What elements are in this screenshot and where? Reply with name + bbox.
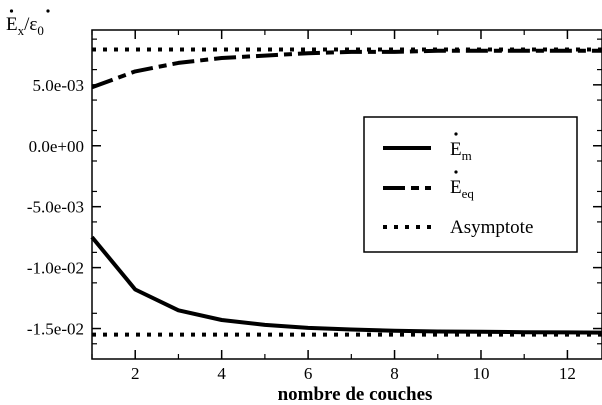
series-line-e-eq (91, 48, 602, 90)
x-axis-title: nombre de couches (278, 384, 433, 405)
y-tick-label: 0.0e+00 (29, 137, 84, 156)
series-line-e-m (90, 235, 602, 335)
x-tick-label: 8 (390, 364, 399, 383)
y-tick-labels: 5.0e-03 0.0e+00 -5.0e-03 -1.0e-02 -1.5e-02 (27, 76, 84, 339)
y-axis-title-main: E (6, 14, 18, 35)
plot-frame (91, 29, 602, 360)
y-tick-label: 5.0e-03 (33, 76, 84, 95)
legend-dot-em (454, 132, 458, 136)
x-tick-label: 10 (472, 364, 489, 383)
y-tick-label: -5.0e-03 (27, 198, 84, 217)
x-tick-label: 2 (131, 364, 140, 383)
y-axis-title-dot-1 (9, 9, 14, 13)
svg-text:Ex/ε0: Ex/ε0 (6, 14, 44, 38)
legend: Em Eeq Asymptote (363, 116, 578, 253)
y-axis-title-sub0: 0 (37, 23, 44, 38)
y-axis-title-sub: x (18, 23, 25, 38)
y-axis-title-dot-2 (46, 9, 50, 13)
legend-box (363, 116, 578, 253)
series-lines (90, 47, 602, 337)
x-tick-labels: 2 4 6 8 10 12 (131, 364, 576, 383)
axis-ticks (91, 30, 602, 359)
legend-label-asymptote: Asymptote (450, 217, 533, 238)
x-tick-label: 12 (559, 364, 576, 383)
legend-label-em: Em (450, 139, 472, 163)
x-tick-label: 4 (217, 364, 226, 383)
legend-dot-eeq (454, 170, 458, 174)
y-tick-label: -1.0e-02 (27, 259, 84, 278)
y-tick-label: -1.5e-02 (27, 320, 84, 339)
y-axis-title: Ex/ε0 (6, 9, 50, 38)
legend-label-eeq: Eeq (450, 177, 474, 201)
x-tick-label: 6 (304, 364, 313, 383)
y-axis-title-slash: / (24, 14, 30, 35)
y-axis-title-main2: ε (29, 14, 37, 35)
